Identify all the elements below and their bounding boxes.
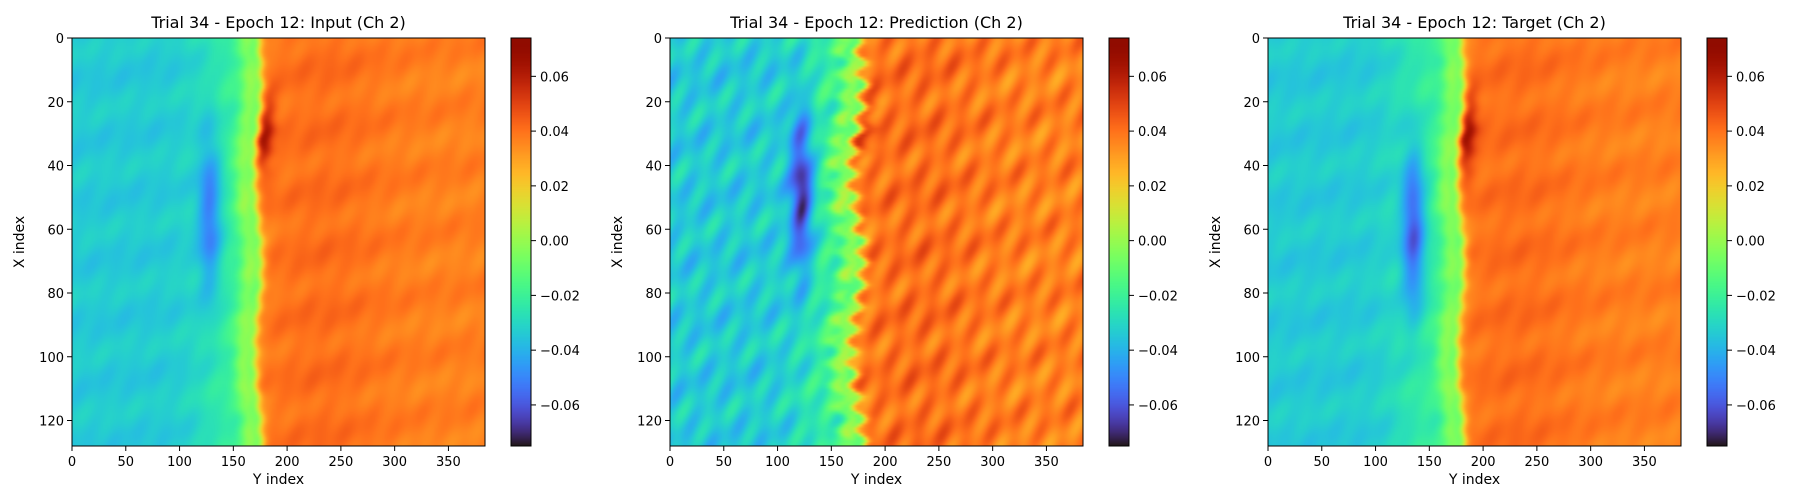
x-tick-label: 200 <box>275 455 300 470</box>
y-tick-label: 20 <box>645 96 662 111</box>
x-tick-label: 150 <box>221 455 246 470</box>
axes-frame <box>71 37 486 447</box>
x-tick-label: 150 <box>819 455 844 470</box>
y-tick-label: 20 <box>47 96 64 111</box>
y-tick-label: 20 <box>1243 96 1260 111</box>
x-tick-label: 50 <box>118 455 135 470</box>
x-tick-label: 150 <box>1417 455 1442 470</box>
x-tick-label: 100 <box>1363 455 1388 470</box>
y-tick-label: 40 <box>1243 160 1260 175</box>
x-axis-label: Y index <box>1448 472 1500 488</box>
heatmap-image <box>72 38 485 446</box>
x-tick-label: 100 <box>765 455 790 470</box>
colorbar-gradient <box>1707 38 1727 446</box>
x-tick-label: 0 <box>1264 455 1272 470</box>
colorbar-tick-label: 0.02 <box>1736 180 1765 195</box>
y-tick-label: 120 <box>39 415 64 430</box>
colorbar-tick-label: −0.02 <box>1736 289 1776 304</box>
y-tick-label: 0 <box>654 32 662 47</box>
x-tick-label: 200 <box>873 455 898 470</box>
colorbar-tick-label: −0.06 <box>540 399 580 414</box>
y-tick-label: 80 <box>47 287 64 302</box>
y-tick-label: 0 <box>1252 32 1260 47</box>
colorbar-gradient <box>1109 38 1129 446</box>
colorbar-tick-label: −0.04 <box>1138 344 1178 359</box>
y-tick-label: 80 <box>645 287 662 302</box>
colorbar-gradient <box>511 38 531 446</box>
y-tick-label: 40 <box>645 160 662 175</box>
colorbar-tick-label: 0.06 <box>540 70 569 85</box>
colorbar-tick-label: −0.02 <box>1138 289 1178 304</box>
x-tick-label: 200 <box>1471 455 1496 470</box>
y-tick-label: 120 <box>1235 415 1260 430</box>
colorbar-tick-label: 0.04 <box>1138 125 1167 140</box>
colorbar-tick-label: 0.02 <box>1138 180 1167 195</box>
y-tick-label: 60 <box>1243 223 1260 238</box>
y-tick-label: 100 <box>1235 351 1260 366</box>
colorbar-tick-label: 0.06 <box>1138 70 1167 85</box>
y-axis-label: X index <box>610 216 626 268</box>
chart-panel-3: Trial 34 - Epoch 12: Target (Ch 2) 0 50 100… <box>1208 13 1776 488</box>
y-tick-label: 80 <box>1243 287 1260 302</box>
chart-title: Trial 34 - Epoch 12: Prediction (Ch 2) <box>729 13 1023 32</box>
y-tick-label: 40 <box>47 160 64 175</box>
x-tick-label: 0 <box>666 455 674 470</box>
colorbar-tick-label: 0.02 <box>540 180 569 195</box>
chart-title: Trial 34 - Epoch 12: Target (Ch 2) <box>1342 13 1606 32</box>
x-tick-label: 250 <box>328 455 353 470</box>
y-tick-label: 60 <box>47 223 64 238</box>
y-tick-label: 60 <box>645 223 662 238</box>
y-tick-label: 0 <box>56 32 64 47</box>
colorbar-frame <box>1706 37 1728 447</box>
colorbar-frame <box>1108 37 1130 447</box>
y-tick-label: 100 <box>637 351 662 366</box>
x-tick-label: 50 <box>1314 455 1331 470</box>
colorbar-tick-label: −0.02 <box>540 289 580 304</box>
x-tick-label: 350 <box>1632 455 1657 470</box>
y-axis-label: X index <box>1208 216 1224 268</box>
colorbar-tick-label: −0.04 <box>540 344 580 359</box>
x-tick-label: 0 <box>68 455 76 470</box>
y-tick-label: 120 <box>637 415 662 430</box>
colorbar-tick-label: −0.06 <box>1138 399 1178 414</box>
chart-panel-1: Trial 34 - Epoch 12: Input (Ch 2) 0 50 100 1… <box>12 13 580 488</box>
x-tick-label: 250 <box>926 455 951 470</box>
colorbar-tick-label: 0.06 <box>1736 70 1765 85</box>
x-axis-label: Y index <box>850 472 902 488</box>
x-tick-label: 350 <box>436 455 461 470</box>
colorbar-tick-label: −0.04 <box>1736 344 1776 359</box>
x-tick-label: 350 <box>1034 455 1059 470</box>
heatmap-image <box>670 38 1083 446</box>
colorbar-tick-label: 0.00 <box>540 235 569 250</box>
colorbar-tick-label: 0.00 <box>1138 235 1167 250</box>
colorbar-tick-label: 0.00 <box>1736 235 1765 250</box>
colorbar-tick-label: 0.04 <box>540 125 569 140</box>
y-axis-label: X index <box>12 216 28 268</box>
axes-frame <box>1267 37 1682 447</box>
colorbar-tick-label: −0.06 <box>1736 399 1776 414</box>
x-tick-label: 300 <box>980 455 1005 470</box>
x-axis-label: Y index <box>252 472 304 488</box>
colorbar-tick-label: 0.04 <box>1736 125 1765 140</box>
axes-frame <box>669 37 1084 447</box>
x-tick-label: 50 <box>716 455 733 470</box>
x-tick-label: 300 <box>1578 455 1603 470</box>
y-tick-label: 100 <box>39 351 64 366</box>
heatmap-image <box>1268 38 1681 446</box>
chart-title: Trial 34 - Epoch 12: Input (Ch 2) <box>150 13 406 32</box>
x-tick-label: 300 <box>382 455 407 470</box>
colorbar-frame <box>510 37 532 447</box>
x-tick-label: 100 <box>167 455 192 470</box>
chart-panel-2: Trial 34 - Epoch 12: Prediction (Ch 2) 0 5… <box>610 13 1178 488</box>
x-tick-label: 250 <box>1524 455 1549 470</box>
